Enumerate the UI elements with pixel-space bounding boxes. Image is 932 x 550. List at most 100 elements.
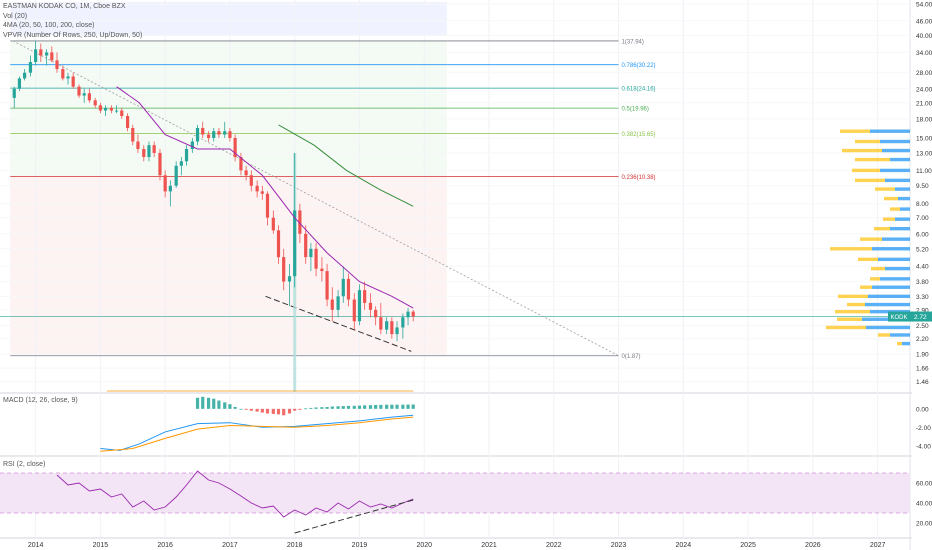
- macd-histogram-bar: [401, 404, 405, 409]
- candle-body: [255, 185, 259, 192]
- candle-body: [142, 148, 146, 158]
- candle-body: [66, 76, 70, 79]
- candle-body: [374, 309, 378, 318]
- vpvr-bar-down: [890, 207, 900, 211]
- candle-body: [341, 278, 345, 297]
- y-tick-label: 9.50: [916, 183, 929, 190]
- vpvr-bar-up: [878, 257, 910, 262]
- candle-body: [23, 72, 27, 79]
- macd-histogram-bar: [298, 408, 302, 410]
- candle-body: [357, 290, 362, 322]
- candle-body: [336, 296, 340, 310]
- rsi-trendline: [294, 499, 414, 534]
- macd-histogram-bar: [320, 407, 324, 409]
- y-tick-label: 1.46: [916, 379, 929, 386]
- vpvr-bar-down: [897, 341, 902, 346]
- candle-body: [228, 131, 232, 138]
- candle-body: [136, 141, 140, 149]
- y-tick-label: 34.00: [916, 50, 932, 57]
- candle-body: [244, 170, 248, 176]
- macd-histogram-bar: [309, 407, 313, 409]
- rsi-y-tick-label: 60.00: [916, 481, 932, 488]
- vpvr-bar-down: [847, 302, 865, 307]
- candle-body: [406, 311, 410, 318]
- candle-body: [87, 93, 91, 101]
- candle-body: [293, 210, 297, 277]
- macd-histogram-bar: [411, 404, 415, 409]
- y-tick-label: 2.90: [916, 307, 929, 314]
- candle-body: [158, 152, 162, 176]
- macd-histogram-bar: [255, 408, 259, 412]
- y-tick-label: 2.20: [916, 336, 929, 343]
- symbol-title: EASTMAN KODAK CO, 1M, Cboe BZX: [3, 3, 126, 10]
- y-tick-label: 4.40: [916, 264, 929, 271]
- macd-histogram-bar: [352, 405, 356, 409]
- x-tick-label: 2016: [157, 542, 173, 549]
- macd-signal-line: [100, 416, 414, 452]
- candle-body: [239, 157, 243, 171]
- candle-body: [320, 268, 324, 272]
- vpvr-bar-up: [898, 196, 910, 201]
- macd-histogram-bar: [201, 396, 205, 409]
- candle-body: [28, 62, 33, 73]
- candle-body: [168, 185, 172, 192]
- rsi-band: [0, 473, 910, 513]
- macd-histogram-bar: [276, 408, 281, 415]
- y-tick-label: 3.80: [916, 279, 929, 286]
- candle-body: [71, 76, 75, 87]
- macd-y-tick-label: 0.00: [916, 406, 929, 413]
- y-tick-label: 54.00: [916, 2, 932, 9]
- macd-histogram-bar: [217, 400, 221, 409]
- support-trendline: [265, 295, 412, 352]
- candle-body: [368, 302, 373, 310]
- candle-body: [55, 60, 59, 70]
- x-tick-label: 2014: [28, 542, 44, 549]
- y-tick-label: 18.00: [916, 116, 932, 123]
- vpvr-bar-up: [880, 139, 910, 144]
- indicator-ma: 4MA (20, 50, 100, 200, close): [3, 22, 95, 29]
- macd-y-tick-label: -4.00: [916, 443, 931, 450]
- candle-body: [114, 110, 119, 112]
- fib-level-label: 1(37.94): [622, 39, 644, 45]
- vpvr-bar-up: [872, 247, 910, 251]
- candle-body: [249, 175, 253, 186]
- vpvr-bar-down: [870, 277, 880, 281]
- fib-level-label: 0.618(24.16): [622, 87, 656, 93]
- vpvr-bar-down: [852, 168, 880, 173]
- candle-body: [125, 116, 130, 128]
- candle-body: [287, 276, 292, 282]
- fib-level-label: 0.5(19.96): [622, 107, 649, 113]
- y-tick-label: 15.00: [916, 135, 932, 142]
- vpvr-bar-down: [858, 257, 878, 262]
- ma-50-line: [278, 124, 414, 207]
- x-tick-label: 2024: [676, 542, 692, 549]
- candle-body: [401, 317, 405, 328]
- y-tick-label: 1.90: [916, 352, 929, 359]
- y-tick-label: 40.00: [916, 33, 932, 40]
- vpvr-bar-up: [862, 317, 910, 321]
- vpvr-bar-down: [860, 285, 872, 289]
- vpvr-bar-down: [838, 294, 868, 299]
- candle-body: [314, 248, 318, 269]
- vpvr-bar-down: [878, 333, 890, 337]
- macd-histogram-bar: [406, 404, 410, 409]
- candle-body: [201, 127, 205, 135]
- y-tick-label: 28.00: [916, 70, 932, 77]
- macd-histogram-bar: [385, 404, 389, 409]
- rsi-line: [56, 470, 414, 518]
- vpvr-bar-up: [882, 237, 910, 241]
- candle-body: [330, 299, 334, 310]
- x-tick-label: 2018: [287, 542, 303, 549]
- candle-body: [163, 175, 167, 192]
- candle-body: [77, 86, 81, 96]
- vpvr-bar-down: [835, 309, 870, 314]
- candle-body: [61, 69, 65, 79]
- price-badge-value: 2.72: [914, 314, 927, 321]
- price-badge-symbol-bg: [888, 311, 910, 322]
- x-tick-label: 2023: [611, 542, 627, 549]
- vpvr-bar-up: [890, 157, 910, 162]
- candle-body: [411, 311, 415, 317]
- macd-histogram-bar: [304, 408, 308, 410]
- candle-body: [45, 52, 49, 56]
